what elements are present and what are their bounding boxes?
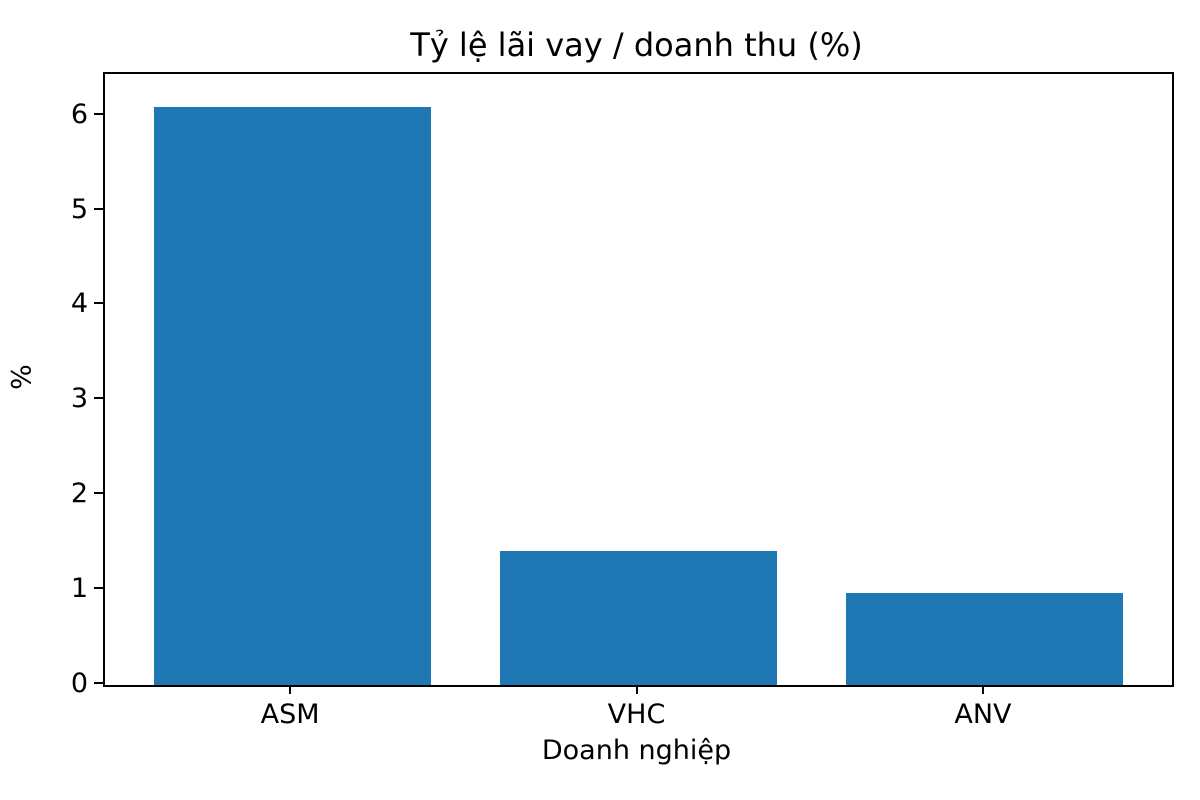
y-tick-label: 2 xyxy=(70,478,88,510)
x-tick-label: VHC xyxy=(607,699,666,730)
y-tick-label: 4 xyxy=(70,288,88,320)
y-tick-mark xyxy=(94,207,103,210)
y-tick-label: 1 xyxy=(70,573,88,605)
chart-title: Tỷ lệ lãi vay / doanh thu (%) xyxy=(410,26,863,64)
y-tick-label: 3 xyxy=(70,383,88,415)
plot-area xyxy=(103,72,1174,687)
y-tick-label: 5 xyxy=(70,193,88,225)
y-tick-mark xyxy=(94,492,103,495)
x-tick-mark xyxy=(289,685,292,694)
y-tick-mark xyxy=(94,397,103,400)
y-tick-label: 6 xyxy=(70,98,88,130)
x-tick-label: ASM xyxy=(260,699,320,730)
bar-vhc xyxy=(499,551,778,685)
bar-anv xyxy=(846,592,1124,685)
y-tick-mark xyxy=(94,587,103,590)
y-tick-mark xyxy=(94,112,103,115)
x-axis-label: Doanh nghiệp xyxy=(541,735,732,766)
x-tick-mark xyxy=(981,685,984,694)
y-tick-mark xyxy=(94,302,103,305)
y-tick-label: 0 xyxy=(70,668,88,699)
x-tick-label: ANV xyxy=(954,699,1012,730)
y-tick-mark xyxy=(94,682,103,684)
x-tick-mark xyxy=(635,685,638,694)
bar-asm xyxy=(153,107,431,685)
